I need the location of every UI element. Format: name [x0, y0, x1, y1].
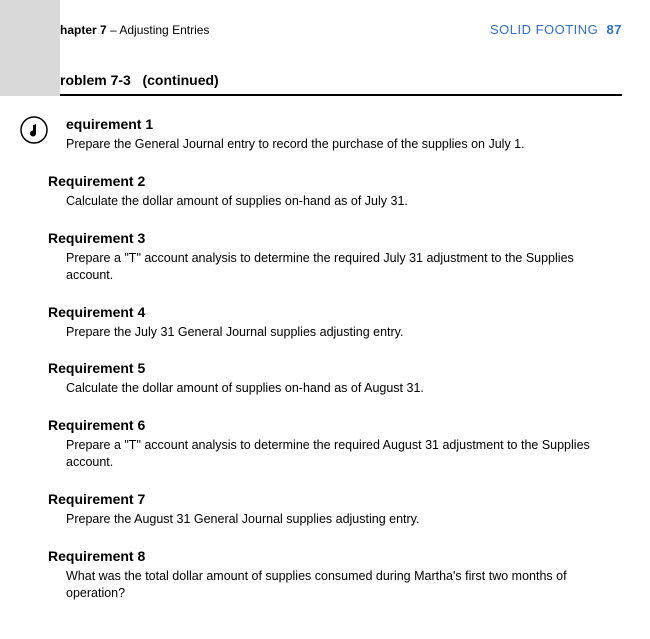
requirement-title: Requirement 6	[48, 417, 622, 433]
chapter-label: hapter 7 – Adjusting Entries	[60, 23, 209, 37]
requirement-title: equirement 1	[48, 116, 622, 132]
requirements-list: equirement 1 Prepare the General Journal…	[48, 116, 622, 622]
requirement-item: Requirement 6 Prepare a "T" account anal…	[48, 417, 622, 471]
book-title-pagenum: SOLID FOOTING 87	[490, 22, 622, 37]
requirement-body: Prepare the July 31 General Journal supp…	[48, 324, 622, 341]
requirement-body: Prepare the General Journal entry to rec…	[48, 136, 622, 153]
requirement-body: Prepare the August 31 General Journal su…	[48, 511, 622, 528]
requirement-item: equirement 1 Prepare the General Journal…	[48, 116, 622, 153]
problem-continued: (continued)	[142, 72, 218, 88]
requirement-title: Requirement 3	[48, 230, 622, 246]
page-header: hapter 7 – Adjusting Entries SOLID FOOTI…	[60, 22, 622, 37]
problem-heading: roblem 7-3 (continued)	[60, 72, 622, 96]
page-number: 87	[607, 22, 622, 37]
problem-number: roblem 7-3	[60, 72, 131, 88]
book-title: SOLID FOOTING	[490, 22, 598, 37]
requirement-body: Calculate the dollar amount of supplies …	[48, 380, 622, 397]
requirement-body: Prepare a "T" account analysis to determ…	[48, 437, 622, 471]
chapter-number: hapter 7	[60, 23, 107, 37]
requirement-title: Requirement 5	[48, 360, 622, 376]
requirement-item: Requirement 5 Calculate the dollar amoun…	[48, 360, 622, 397]
requirement-title: Requirement 2	[48, 173, 622, 189]
chapter-title: – Adjusting Entries	[107, 23, 210, 37]
requirement-item: Requirement 8 What was the total dollar …	[48, 548, 622, 602]
page: hapter 7 – Adjusting Entries SOLID FOOTI…	[0, 0, 650, 639]
requirement-title: Requirement 4	[48, 304, 622, 320]
requirement-body: Calculate the dollar amount of supplies …	[48, 193, 622, 210]
requirement-item: Requirement 7 Prepare the August 31 Gene…	[48, 491, 622, 528]
requirement-item: Requirement 2 Calculate the dollar amoun…	[48, 173, 622, 210]
requirement-title: Requirement 8	[48, 548, 622, 564]
requirement-item: Requirement 4 Prepare the July 31 Genera…	[48, 304, 622, 341]
requirement-body: What was the total dollar amount of supp…	[48, 568, 622, 602]
requirement-body: Prepare a "T" account analysis to determ…	[48, 250, 622, 284]
requirement-title: Requirement 7	[48, 491, 622, 507]
margin-grey-block	[0, 0, 60, 96]
music-note-icon	[20, 116, 48, 144]
requirement-item: Requirement 3 Prepare a "T" account anal…	[48, 230, 622, 284]
